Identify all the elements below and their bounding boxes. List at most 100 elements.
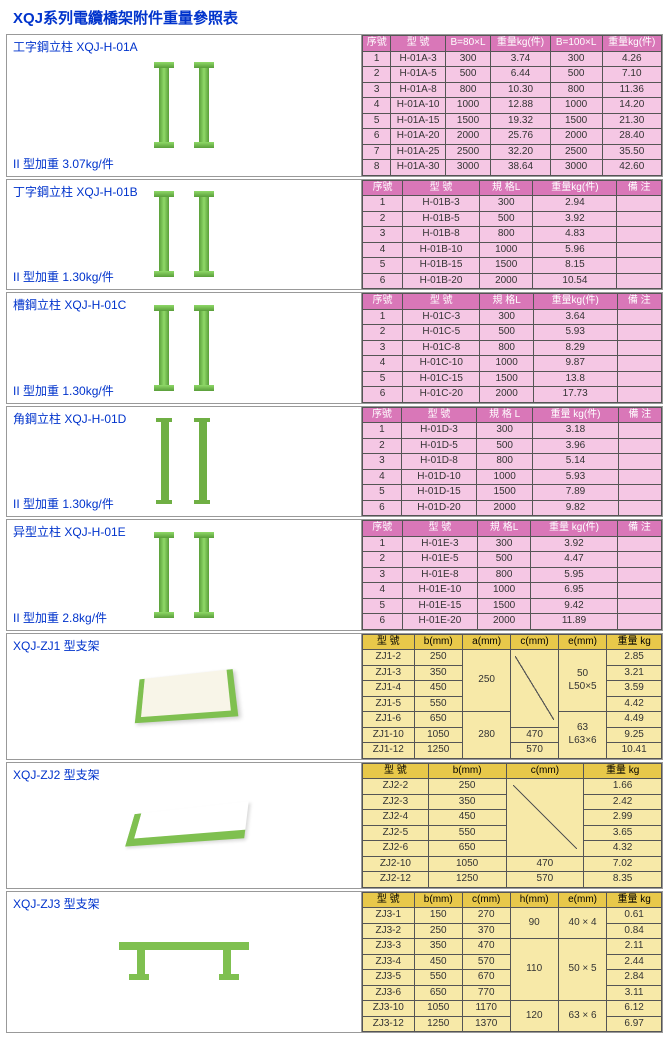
td xyxy=(617,356,662,372)
td: 8.29 xyxy=(533,340,617,356)
td: 3 xyxy=(363,340,403,356)
pillar-illustration xyxy=(161,421,207,501)
td: 300 xyxy=(477,423,533,439)
th: 序號 xyxy=(363,180,403,196)
td: 4.47 xyxy=(530,552,617,568)
section-01e: 异型立柱 XQJ-H-01E II 型加重 2.8kg/件 序號型 號規 格L重… xyxy=(6,519,663,631)
section-01b: 丁字鋼立柱 XQJ-H-01B II 型加重 1.30kg/件 序號型 號規 格… xyxy=(6,179,663,291)
td: ZJ1-4 xyxy=(363,681,415,697)
td: 650 xyxy=(414,985,462,1001)
td: 1 xyxy=(363,196,403,212)
td: H-01A-15 xyxy=(391,113,445,129)
th: c(mm) xyxy=(506,763,584,779)
td: 0.84 xyxy=(607,923,662,939)
td: H-01B-5 xyxy=(403,211,480,227)
td: 5 xyxy=(363,485,402,501)
th: 備 注 xyxy=(617,180,662,196)
td: 450 xyxy=(414,681,462,697)
td: 2.94 xyxy=(533,196,617,212)
td xyxy=(618,536,662,552)
td: 1500 xyxy=(478,598,531,614)
td: 6.95 xyxy=(530,583,617,599)
td: H-01C-20 xyxy=(403,387,480,403)
td: 1050 xyxy=(414,1001,462,1017)
td: 6.44 xyxy=(491,67,550,83)
td: 1250 xyxy=(414,1016,462,1032)
td: 1000 xyxy=(477,469,533,485)
td: 2.85 xyxy=(607,650,662,666)
td: ZJ3-3 xyxy=(363,939,415,955)
td: 300 xyxy=(478,536,531,552)
td: 110 xyxy=(510,939,558,1001)
td: 570 xyxy=(511,743,559,759)
td: 3.11 xyxy=(607,985,662,1001)
th: B=80×L xyxy=(445,36,491,52)
td: 3 xyxy=(363,454,402,470)
th: 重量kg(件) xyxy=(491,36,550,52)
td: H-01A-25 xyxy=(391,144,445,160)
td: 3.59 xyxy=(607,681,662,697)
th: 序號 xyxy=(363,521,403,537)
td: H-01C-5 xyxy=(403,325,480,341)
td: ZJ3-1 xyxy=(363,908,415,924)
td: 1170 xyxy=(462,1001,510,1017)
product-name: XQJ-ZJ1 型支架 xyxy=(13,637,355,654)
td: 5 xyxy=(363,598,403,614)
td: 2000 xyxy=(480,387,533,403)
td: H-01E-3 xyxy=(402,536,478,552)
th: 型 號 xyxy=(402,521,478,537)
td: 2 xyxy=(363,211,403,227)
td: 1050 xyxy=(428,856,506,872)
td: 6.12 xyxy=(607,1001,662,1017)
td: 4 xyxy=(363,356,403,372)
spec-table-zj3: 型 號b(mm)c(mm)h(mm)e(mm)重量 kg ZJ3-1150270… xyxy=(362,892,662,1033)
td: 2000 xyxy=(479,273,533,289)
td: 3.92 xyxy=(530,536,617,552)
td: 4 xyxy=(363,583,403,599)
td: 5.95 xyxy=(530,567,617,583)
spec-table-zj1: 型 號b(mm)a(mm)c(mm)e(mm)重量 kg ZJ1-2250250… xyxy=(362,634,662,759)
td: 470 xyxy=(506,856,584,872)
td: 670 xyxy=(462,970,510,986)
th: 備 注 xyxy=(618,407,661,423)
td xyxy=(617,273,662,289)
td: 6.97 xyxy=(607,1016,662,1032)
section-zj3: XQJ-ZJ3 型支架 型 號b(mm)c(mm)h(mm)e(mm)重量 kg… xyxy=(6,891,663,1034)
th: 型 號 xyxy=(363,763,429,779)
td: 150 xyxy=(414,908,462,924)
td: H-01E-8 xyxy=(402,567,478,583)
td: 1000 xyxy=(478,583,531,599)
th: 序號 xyxy=(363,407,402,423)
th: 型 號 xyxy=(363,892,415,908)
product-weight: II 型加重 2.8kg/件 xyxy=(13,609,107,626)
td: 3.65 xyxy=(584,825,662,841)
th: 備 注 xyxy=(618,521,662,537)
td: 25.76 xyxy=(491,129,550,145)
th: 規 格 L xyxy=(477,407,533,423)
td: 4.83 xyxy=(533,227,617,243)
td: 17.73 xyxy=(533,387,617,403)
td: 6 xyxy=(363,273,403,289)
th: 重量 kg xyxy=(584,763,662,779)
td xyxy=(618,454,661,470)
td: 3.18 xyxy=(533,423,619,439)
td: 500 xyxy=(480,325,533,341)
td: H-01D-8 xyxy=(401,454,476,470)
td: 3000 xyxy=(550,160,602,176)
td: 250 xyxy=(462,650,510,712)
td: H-01C-3 xyxy=(403,309,480,325)
td: 3.74 xyxy=(491,51,550,67)
td xyxy=(617,309,662,325)
td xyxy=(617,340,662,356)
td: 300 xyxy=(479,196,533,212)
td xyxy=(617,242,662,258)
td: H-01D-10 xyxy=(401,469,476,485)
th: 型 號 xyxy=(401,407,476,423)
td: 3 xyxy=(363,567,403,583)
td: 570 xyxy=(462,954,510,970)
bracket-illustration xyxy=(119,942,249,982)
section-zj1: XQJ-ZJ1 型支架 型 號b(mm)a(mm)c(mm)e(mm)重量 kg… xyxy=(6,633,663,760)
td: 7.89 xyxy=(533,485,619,501)
td: 19.32 xyxy=(491,113,550,129)
td: 4.32 xyxy=(584,841,662,857)
